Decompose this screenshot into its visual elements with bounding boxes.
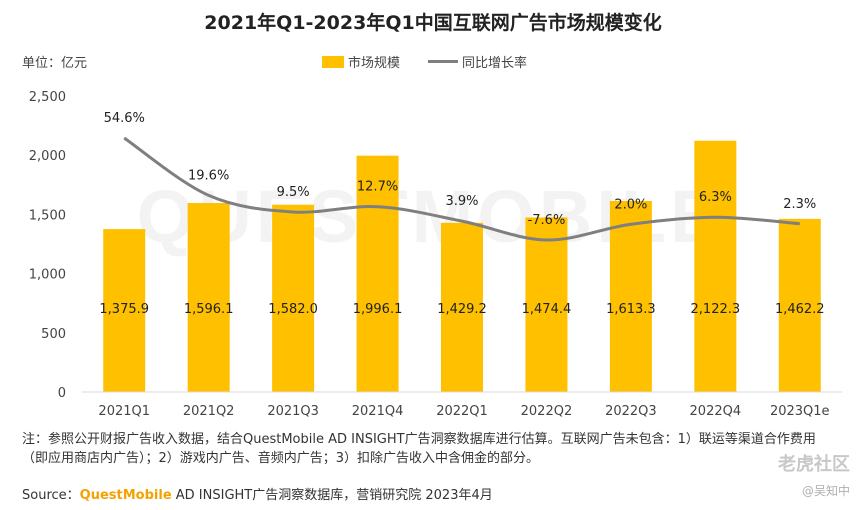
bar-value-label: 1,462.2 [775,302,825,317]
bar-value-label: 2,122.3 [691,302,741,317]
bar-value-label: 1,429.2 [437,302,487,317]
bar-value-label: 1,582.0 [268,302,318,317]
growth-rate-label: 9.5% [277,185,310,200]
legend: 市场规模 同比增长率 [322,52,527,71]
corner-watermark-handle: @吴知中 [801,484,850,498]
x-tick-label: 2022Q2 [521,404,573,419]
x-tick-label: 2023Q1e [770,404,830,419]
growth-rate-line [123,136,800,242]
bar-2021Q2 [187,203,230,392]
x-tick-label: 2021Q2 [183,404,235,419]
x-tick-label: 2021Q3 [267,404,319,419]
legend-line-swatch [428,60,459,63]
corner-watermark: 老虎社区 [778,454,850,475]
chart-title: 2021年Q1-2023年Q1中国互联网广告市场规模变化 [204,12,662,34]
growth-rate-label: 2.3% [783,197,816,212]
y-tick-label: 2,000 [29,149,66,164]
bar-value-label: 1,375.9 [99,302,149,317]
bar-2022Q2 [525,217,568,392]
y-tick-label: 1,000 [29,268,66,283]
footnote: 注：参照公开财报广告收入数据，结合QuestMobile AD INSIGHT广… [22,432,816,466]
source-prefix: Source： [22,488,80,503]
growth-rate-label: 54.6% [104,111,145,126]
x-tick-label: 2022Q4 [690,404,742,419]
y-tick-label: 500 [41,327,66,342]
bar-2021Q4 [356,155,399,392]
bar-2022Q1 [441,222,483,392]
legend-bar-label: 市场规模 [348,56,401,71]
y-tick-label: 1,500 [29,208,66,223]
growth-rate-label: 12.7% [357,180,398,195]
growth-rate-label: -7.6% [528,213,566,228]
source-line: Source：QuestMobile AD INSIGHT广告洞察数据库，营销研… [22,484,493,503]
bar-value-label: 1,596.1 [184,302,234,317]
legend-bar-swatch [322,55,344,68]
source-suffix: AD INSIGHT广告洞察数据库，营销研究院 2023年4月 [171,488,493,503]
bar-2021Q1 [103,229,146,392]
bar-value-label: 1,613.3 [606,302,656,317]
x-tick-label: 2021Q1 [98,404,150,419]
y-tick-label: 2,500 [29,90,66,105]
bar-value-label: 1,996.1 [353,302,403,317]
bar-2023Q1e [778,218,821,392]
x-tick-label: 2021Q4 [352,404,404,419]
source-brand: QuestMobile [79,488,172,503]
y-tick-label: 0 [58,386,66,401]
growth-rate-label: 6.3% [699,190,732,205]
bar-value-label: 1,474.4 [522,302,572,317]
unit-label: 单位：亿元 [22,56,88,71]
x-tick-label: 2022Q1 [436,404,488,419]
bar-2022Q4 [694,140,737,392]
growth-rate-label: 2.0% [614,197,647,212]
growth-rate-label: 3.9% [445,194,478,209]
bar-2021Q3 [272,204,315,392]
legend-line-label: 同比增长率 [462,56,528,71]
x-tick-label: 2022Q3 [605,404,657,419]
growth-rate-label: 19.6% [188,168,229,183]
bar-2022Q3 [609,200,652,392]
